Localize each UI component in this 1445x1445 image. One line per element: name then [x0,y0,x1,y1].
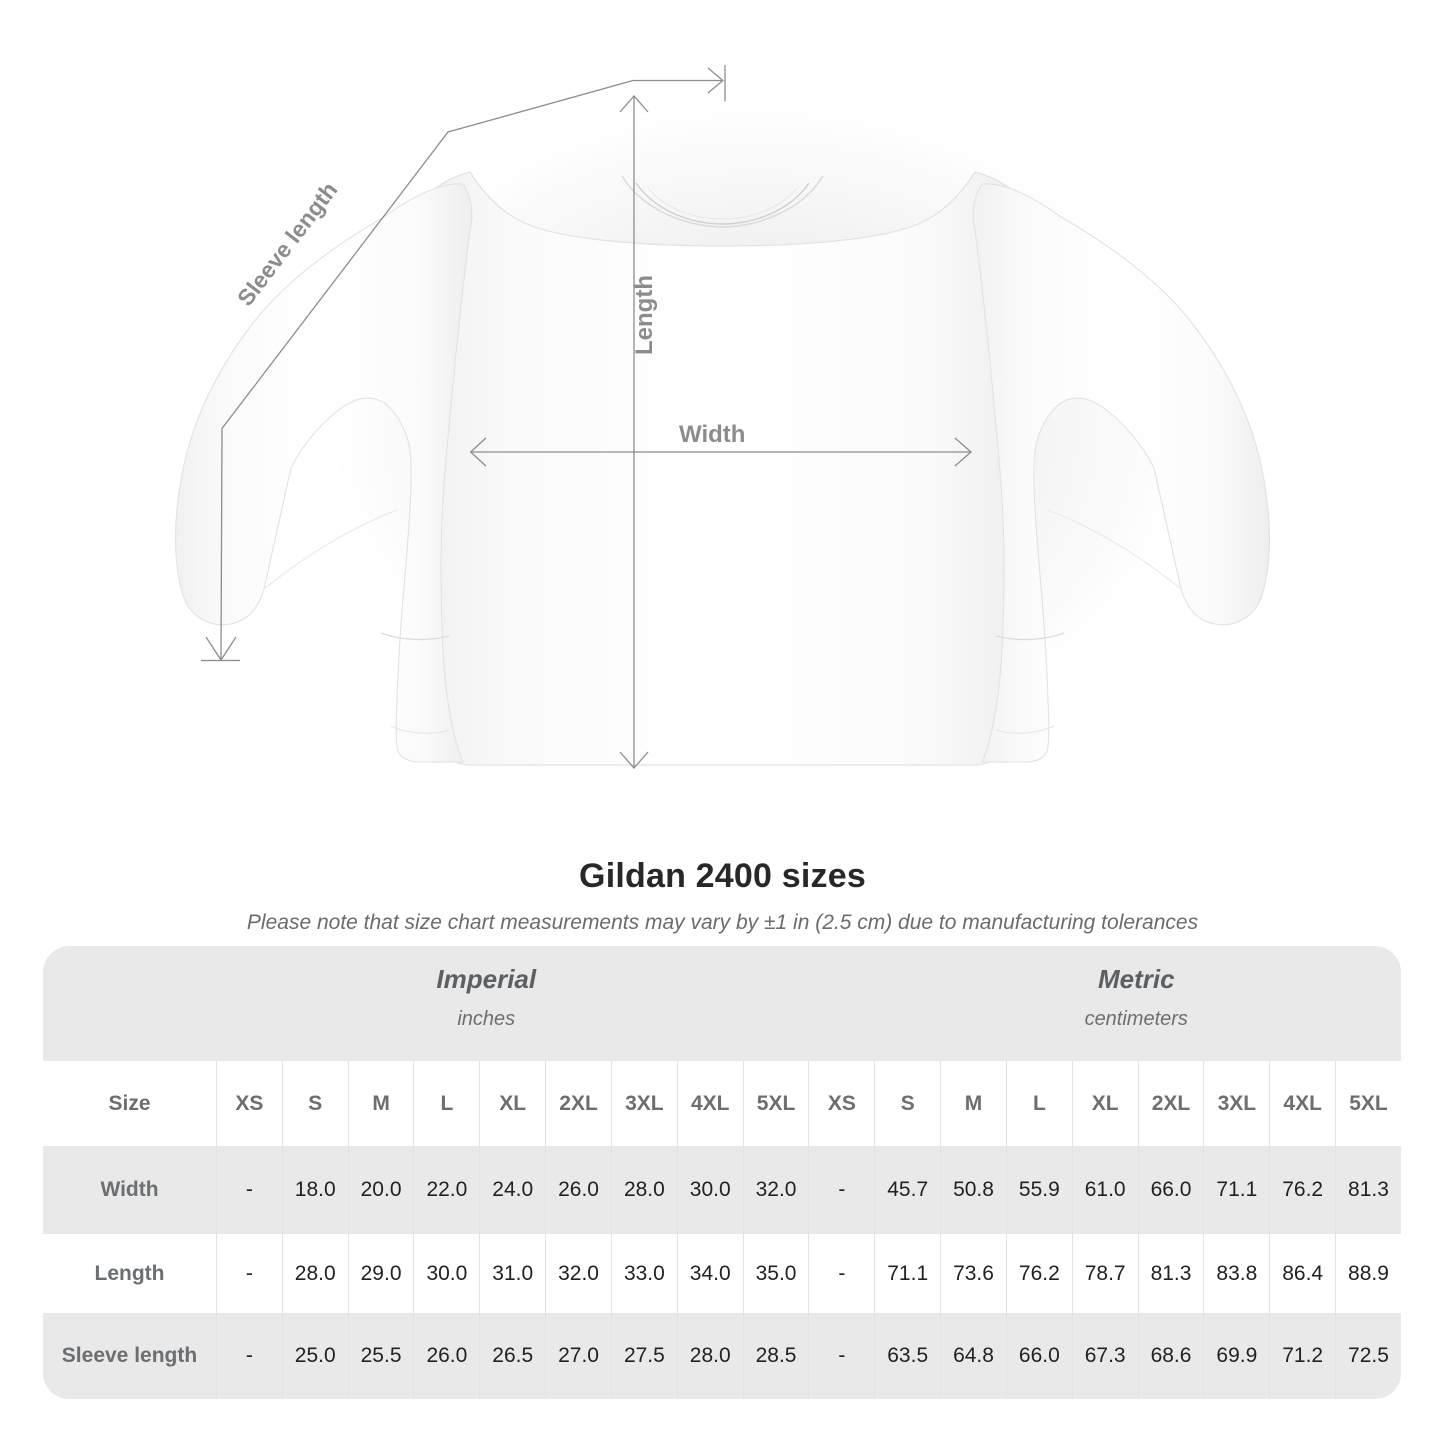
svg-text:Width: Width [679,421,745,448]
svg-text:Length: Length [631,275,658,355]
